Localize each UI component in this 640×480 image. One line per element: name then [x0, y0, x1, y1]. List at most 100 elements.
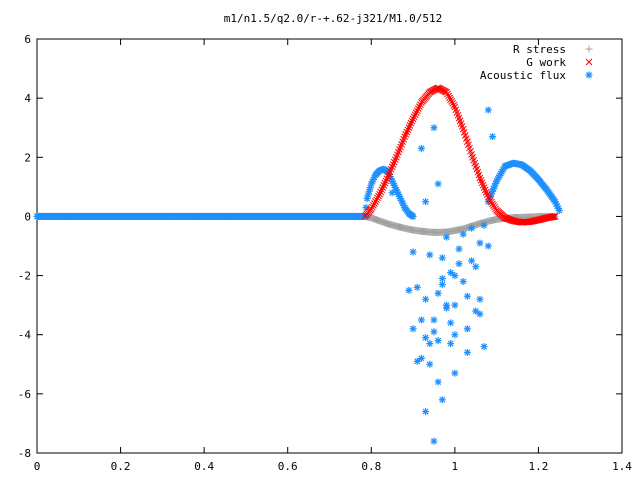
acoustic-flux-point: [417, 316, 425, 324]
g-work-point-b: [469, 153, 476, 161]
legend-label: Acoustic flux: [480, 69, 566, 82]
g-work-point-b: [375, 192, 382, 200]
g-work-point-b: [367, 205, 375, 213]
acoustic-flux-point: [451, 331, 459, 339]
legend-marker-cross: [585, 58, 593, 66]
g-work-point-b: [459, 125, 467, 133]
acoustic-flux-point: [472, 263, 480, 271]
acoustic-flux-point-b: [443, 305, 450, 312]
g-work-point-b: [368, 203, 376, 211]
acoustic-flux-point-b: [430, 316, 437, 323]
g-work-point-b: [452, 106, 460, 114]
g-work-point-b: [465, 141, 472, 149]
g-work-point-b: [471, 159, 479, 167]
g-work-point-b: [474, 168, 482, 176]
g-work-point-b: [472, 162, 480, 170]
acoustic-flux-point: [459, 277, 467, 285]
acoustic-flux-point: [484, 242, 492, 250]
g-work-point-b: [444, 90, 451, 98]
g-work-point-b: [470, 156, 478, 164]
x-tick-label: 0.2: [111, 460, 131, 473]
x-tick-label: 1.4: [612, 460, 632, 473]
acoustic-flux-point-b: [443, 234, 450, 241]
g-work-point-b: [411, 111, 419, 119]
acoustic-flux-point: [447, 269, 455, 277]
g-work-point-b: [374, 194, 381, 202]
g-work-point: [371, 200, 378, 207]
acoustic-flux-point-b: [365, 191, 372, 199]
acoustic-flux-point: [451, 369, 459, 377]
g-work-point-b: [402, 131, 410, 138]
g-work-point: [406, 122, 414, 129]
acoustic-flux-point-b: [472, 308, 479, 315]
acoustic-flux-point-b: [363, 204, 370, 211]
acoustic-flux-point: [463, 348, 471, 356]
g-work-point-b: [451, 103, 459, 111]
acoustic-flux-point-b: [422, 198, 429, 205]
g-work-point-b: [414, 105, 422, 113]
acoustic-flux-point: [476, 239, 484, 247]
g-work-point-b: [382, 177, 390, 185]
g-work-point-b: [457, 120, 465, 128]
acoustic-flux-point-b: [476, 296, 483, 303]
acoustic-flux-point-b: [481, 222, 488, 229]
acoustic-flux-point: [463, 292, 471, 300]
g-work-point-b: [460, 128, 468, 136]
acoustic-flux-point: [434, 180, 442, 188]
acoustic-flux-point: [409, 325, 417, 333]
g-work-point: [448, 98, 456, 105]
acoustic-flux-point-b: [439, 275, 446, 282]
acoustic-flux-point: [422, 408, 430, 416]
g-work-point: [379, 184, 387, 191]
acoustic-flux-point: [480, 343, 488, 351]
y-tick-label: 0: [24, 210, 31, 223]
g-work-point-b: [408, 117, 416, 125]
g-work-point-b: [404, 126, 412, 134]
acoustic-flux-point: [455, 245, 463, 253]
acoustic-flux-point-b: [418, 145, 425, 152]
g-work-point: [446, 94, 453, 102]
acoustic-flux-point: [438, 280, 446, 288]
acoustic-flux-point-b: [460, 278, 467, 285]
g-work-point-b: [377, 188, 385, 196]
acoustic-flux-point-b: [414, 284, 421, 291]
plot-frame: [36, 38, 623, 454]
g-work-point: [401, 133, 409, 140]
acoustic-flux-point: [417, 354, 425, 362]
acoustic-flux-point: [438, 254, 446, 262]
g-work-point: [367, 205, 375, 213]
g-work-point: [373, 196, 380, 204]
acoustic-flux-point-b: [439, 396, 446, 403]
acoustic-flux-point-b: [464, 325, 471, 332]
g-work-point-b: [383, 175, 391, 183]
acoustic-flux-point-b: [447, 340, 454, 347]
g-work-point-b: [447, 96, 455, 103]
g-work-point: [402, 131, 410, 138]
acoustic-flux-point-b: [410, 213, 417, 220]
g-work-point-b: [379, 184, 387, 191]
g-work-point: [417, 101, 424, 108]
y-tick-label: 4: [24, 92, 31, 105]
acoustic-flux-point: [434, 337, 442, 345]
g-work-point: [412, 109, 420, 117]
acoustic-flux-point: [434, 289, 442, 297]
g-work-point: [408, 117, 416, 125]
acoustic-flux-point-b: [439, 254, 446, 261]
x-tick-label: 1.2: [528, 460, 548, 473]
g-work-point-b: [443, 88, 450, 96]
acoustic-flux-point: [476, 310, 484, 318]
g-work-point-b: [406, 122, 414, 129]
acoustic-flux-point: [430, 437, 438, 445]
g-work-point-b: [403, 128, 411, 136]
g-work-point-b: [467, 147, 474, 155]
acoustic-flux-point-b: [451, 331, 458, 338]
g-work-point-b: [458, 123, 466, 130]
g-work-point-b: [380, 182, 388, 189]
acoustic-flux-point: [430, 316, 438, 324]
g-work-point-b: [415, 103, 423, 110]
g-work-point-b: [373, 196, 380, 204]
g-work-point-b: [468, 150, 475, 158]
acoustic-flux-point: [468, 224, 476, 232]
g-work-point-b: [549, 213, 557, 221]
